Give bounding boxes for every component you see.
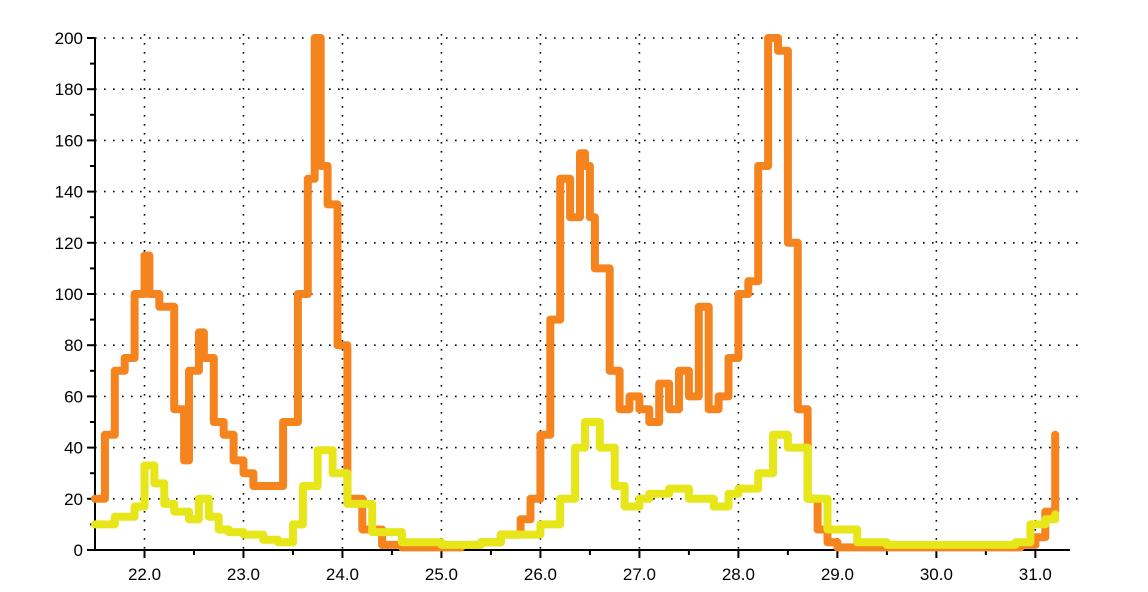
- y-tick-label-8: 160: [55, 131, 83, 150]
- x-tick-label-5: 27.0: [623, 565, 656, 584]
- x-tick-label-7: 29.0: [821, 565, 854, 584]
- y-tick-label-4: 80: [64, 336, 83, 355]
- series-layer: [91, 34, 1060, 552]
- x-tick-label-1: 23.0: [227, 565, 260, 584]
- y-tick-label-5: 100: [55, 285, 83, 304]
- series-line-0: [91, 34, 1060, 552]
- y-tick-label-6: 120: [55, 234, 83, 253]
- x-tick-label-0: 22.0: [128, 565, 161, 584]
- x-tick-label-4: 26.0: [524, 565, 557, 584]
- x-tick-label-6: 28.0: [722, 565, 755, 584]
- x-tick-label-3: 25.0: [425, 565, 458, 584]
- y-tick-label-0: 0: [74, 541, 83, 560]
- y-tick-label-9: 180: [55, 80, 83, 99]
- y-tick-label-2: 40: [64, 439, 83, 458]
- y-tick-label-3: 60: [64, 387, 83, 406]
- x-tick-label-9: 31.0: [1019, 565, 1052, 584]
- tick-label-layer: 0 20 40 60 80 100 120 140 160 180 200 22.0 23.0 24.0 2…: [55, 29, 1052, 584]
- x-tick-label-2: 24.0: [326, 565, 359, 584]
- y-tick-label-7: 140: [55, 183, 83, 202]
- y-tick-label-10: 200: [55, 29, 83, 48]
- x-tick-label-8: 30.0: [920, 565, 953, 584]
- y-tick-label-1: 20: [64, 490, 83, 509]
- series-line-1: [91, 418, 1060, 549]
